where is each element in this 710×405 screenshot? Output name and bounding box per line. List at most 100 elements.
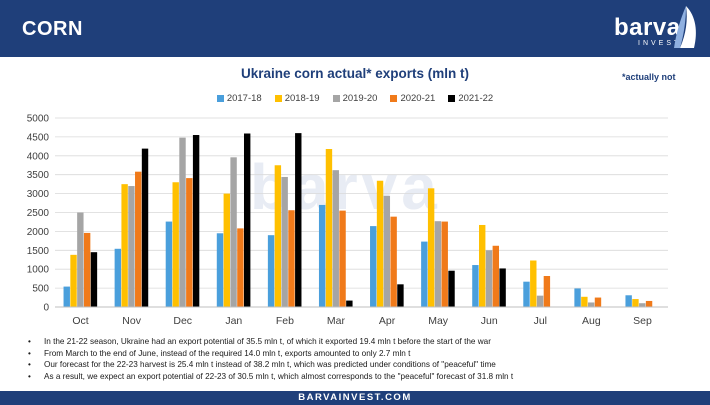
y-tick-label: 4500 (27, 132, 50, 143)
bar (485, 250, 493, 307)
bar (574, 288, 581, 307)
bar (237, 228, 244, 307)
bar (243, 133, 251, 307)
bar (121, 184, 128, 307)
bar (128, 186, 135, 307)
legend-swatch (448, 95, 456, 102)
bar (434, 221, 442, 307)
commentary-item: As a result, we expect an export potenti… (28, 371, 698, 383)
bar (645, 300, 653, 307)
legend-label: 2017-18 (226, 93, 262, 104)
bar (135, 171, 142, 307)
sail-icon (674, 6, 696, 48)
legend-item: 2017-18 (216, 93, 262, 104)
bar (172, 182, 179, 307)
x-tick-label: Nov (122, 315, 141, 327)
bar (325, 148, 333, 307)
bar (390, 216, 397, 307)
commentary-item: In the 21-22 season, Ukraine had an expo… (28, 336, 698, 348)
bar (192, 135, 200, 307)
bar (295, 133, 302, 307)
bar (587, 302, 595, 307)
bar (216, 233, 224, 307)
bar (339, 210, 346, 307)
commentary-item: From March to the end of June, instead o… (28, 348, 698, 360)
bar (479, 224, 486, 307)
bar (397, 284, 404, 307)
page-title: CORN (22, 18, 83, 40)
bar (223, 193, 230, 307)
legend-item: 2021-22 (448, 93, 493, 104)
bar (421, 241, 428, 307)
y-tick-label: 1500 (27, 246, 50, 257)
y-tick-label: 3000 (27, 189, 50, 200)
bar (472, 265, 479, 307)
y-tick-label: 4000 (27, 151, 50, 162)
y-tick-label: 1000 (27, 265, 50, 276)
x-tick-label: Aug (582, 315, 601, 327)
y-tick-label: 500 (32, 284, 49, 295)
x-tick-label: Jun (481, 315, 498, 327)
bar (441, 221, 448, 307)
bar (625, 295, 632, 307)
legend-swatch (216, 95, 224, 102)
bar (274, 165, 282, 307)
legend-swatch (390, 95, 398, 102)
bar (536, 295, 544, 307)
x-tick-label: Oct (72, 315, 88, 327)
bar (70, 254, 77, 307)
legend-label: 2021-22 (458, 93, 494, 104)
logo-word: barva (614, 14, 681, 41)
header-bar: CORN barva INVEST (0, 0, 710, 57)
bar (77, 212, 84, 307)
bar (186, 178, 193, 307)
header-divider (0, 57, 710, 60)
bar (346, 300, 353, 307)
logo-sub: INVEST (638, 40, 682, 47)
chart-legend: 2017-18 2018-19 2019-20 2020-21 2021-22 (0, 93, 710, 104)
bar (594, 297, 602, 307)
legend-label: 2018-19 (284, 93, 320, 104)
commentary-list: In the 21-22 season, Ukraine had an expo… (28, 336, 698, 382)
bar (530, 260, 537, 307)
footnote-label: *actually not (622, 72, 676, 82)
chart-title: Ukraine corn actual* exports (mln t) (240, 66, 470, 81)
bar (581, 296, 588, 307)
bar (543, 276, 551, 307)
bar (165, 221, 173, 307)
legend-item: 2019-20 (332, 93, 378, 104)
bar (383, 195, 391, 307)
x-tick-label: Apr (379, 315, 396, 327)
bar-chart: 0 500 1000 1500 2000 2500 3000 3500 4000 4500 5000… (27, 114, 668, 327)
bar (288, 210, 295, 307)
x-tick-label: Jul (534, 315, 547, 327)
y-tick-label: 2500 (27, 208, 50, 219)
x-tick-label: Sep (633, 315, 652, 327)
x-tick-label: Jan (225, 315, 242, 327)
legend-label: 2019-20 (342, 93, 378, 104)
bar (141, 148, 149, 307)
y-tick-label: 0 (43, 303, 49, 314)
footer-url[interactable]: BARVAINVEST.COM (0, 391, 710, 405)
y-tick-label: 2000 (27, 227, 50, 238)
legend-item: 2018-19 (274, 93, 320, 104)
barva-logo: barva INVEST (614, 4, 702, 52)
legend-swatch (274, 95, 282, 102)
bar (448, 270, 455, 307)
bar (114, 248, 122, 307)
bar (376, 180, 384, 307)
bar (427, 188, 435, 307)
legend-swatch (332, 95, 340, 102)
x-tick-label: May (428, 315, 449, 327)
commentary-item: Our forecast for the 22-23 harvest is 25… (28, 359, 698, 371)
bar (632, 299, 639, 307)
legend-label: 2020-21 (400, 93, 436, 104)
bar (267, 235, 275, 307)
x-tick-label: Feb (276, 315, 294, 327)
bar (230, 157, 237, 307)
bar (370, 226, 377, 307)
bar (499, 268, 506, 307)
x-tick-label: Mar (327, 315, 346, 327)
bar (281, 176, 288, 307)
bar (83, 232, 91, 307)
